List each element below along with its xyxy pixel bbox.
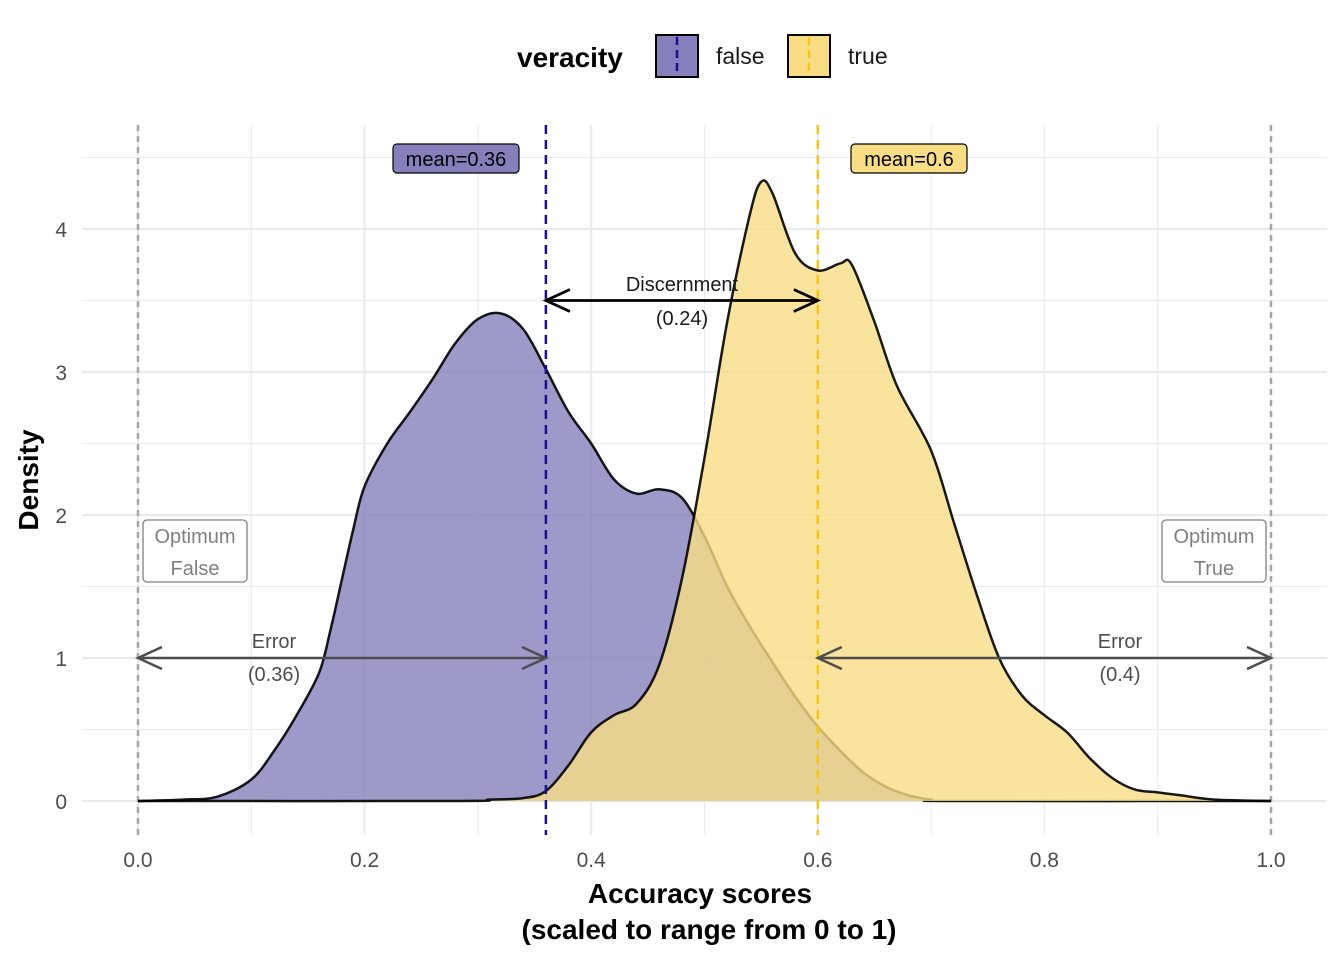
y-axis-ticks: 0 1 2 3 4 — [55, 219, 67, 814]
discernment-arrow — [542, 288, 822, 313]
error-true-label: Error — [1098, 631, 1143, 653]
mean-label-box-false — [392, 143, 520, 174]
x-axis-title-line1: Accuracy scores — [588, 878, 812, 909]
discernment-value: (0.24) — [656, 308, 708, 330]
error-false-arrow-head-left — [134, 645, 163, 671]
y-tick-label: 2 — [55, 505, 67, 528]
x-axis-ticks: 0.0 0.2 0.4 0.6 0.8 1.0 — [123, 849, 1285, 872]
discernment-label: Discernment — [626, 274, 739, 296]
optimum-false-line1: Optimum — [154, 526, 235, 548]
optimum-false-line2: False — [171, 558, 220, 580]
error-true-value: (0.4) — [1099, 664, 1140, 686]
x-tick-label: 0.8 — [1030, 849, 1059, 872]
legend-label-true: true — [848, 43, 888, 69]
error-false-arrow-head-right — [521, 645, 549, 671]
discernment-arrow-head-left — [542, 288, 571, 313]
optimum-true-line1: Optimum — [1173, 526, 1254, 548]
y-tick-label: 0 — [55, 791, 67, 814]
y-tick-label: 4 — [55, 219, 67, 242]
density-curve-true — [137, 179, 1272, 803]
mean-lines: mean=0.36 mean=0.6 — [392, 125, 968, 835]
legend-title: veracity — [517, 42, 623, 73]
reference-lines — [136, 125, 1273, 835]
legend: veracity false true — [517, 34, 888, 78]
error-false-arrow — [134, 645, 549, 671]
x-tick-label: 0.4 — [577, 849, 607, 872]
density-fill-true — [138, 180, 1271, 802]
error-true-arrow-head-right — [1246, 645, 1275, 671]
y-tick-label: 3 — [55, 362, 67, 385]
optimum-true-box — [1161, 519, 1267, 583]
annotations: Discernment (0.24) Error (0.36) Error (0.4) Op… — [134, 274, 1275, 686]
x-axis-title-line2: (scaled to range from 0 to 1) — [522, 914, 897, 945]
mean-label-false: mean=0.36 — [406, 149, 507, 171]
x-tick-label: 0.2 — [350, 849, 379, 872]
discernment-arrow-head-right — [793, 288, 822, 313]
mean-label-box-true — [850, 143, 968, 174]
optimum-false-box — [142, 519, 248, 583]
mean-label-true: mean=0.6 — [864, 149, 954, 171]
legend-label-false: false — [716, 43, 765, 69]
error-true-arrow-head-left — [814, 645, 843, 671]
x-tick-label: 1.0 — [1256, 849, 1285, 872]
x-tick-label: 0.6 — [803, 849, 832, 872]
x-tick-label: 0.0 — [123, 849, 152, 872]
optimum-true-line2: True — [1194, 558, 1234, 580]
error-true-arrow — [814, 645, 1275, 671]
y-tick-label: 1 — [55, 648, 67, 671]
y-axis-title: Density — [13, 429, 44, 531]
error-false-label: Error — [252, 631, 297, 653]
error-false-value: (0.36) — [248, 664, 300, 686]
